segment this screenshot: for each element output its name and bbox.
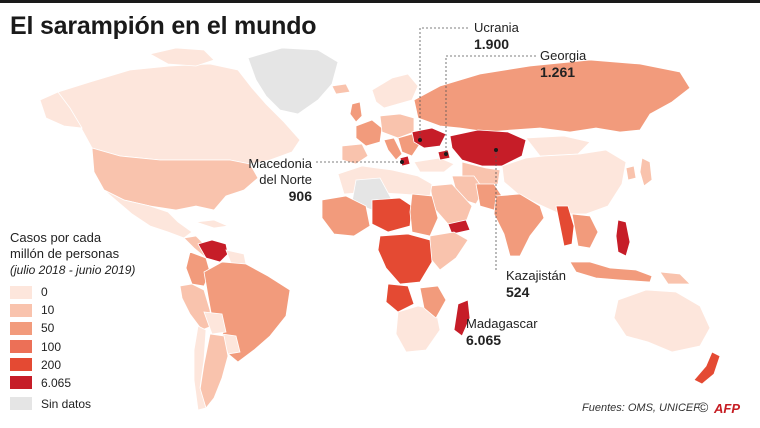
mexico (103, 189, 193, 239)
east-africa (429, 231, 469, 271)
legend-item: 100 (10, 339, 170, 355)
legend-label: 6.065 (41, 375, 72, 390)
legend-label: 10 (41, 303, 55, 318)
central-europe (379, 113, 415, 139)
legend-swatch (10, 321, 32, 335)
japan (639, 157, 653, 187)
callout-value: 906 (288, 188, 312, 204)
legend-item: 50 (10, 320, 170, 336)
callout-madagascar: Madagascar 6.065 (466, 316, 538, 348)
mongolia (525, 135, 591, 157)
callout-name: Ucrania (474, 20, 519, 35)
southern-africa (395, 305, 441, 353)
west-africa (321, 195, 371, 237)
niger-chad (371, 197, 413, 233)
legend-label: Sin datos (41, 396, 92, 411)
legend-label: 50 (41, 321, 55, 336)
colombia (185, 251, 211, 287)
georgia (437, 149, 451, 161)
callout-kazakhstan: Kazajistán 524 (506, 268, 566, 300)
arctic-islands (148, 47, 215, 67)
legend-item: 6.065 (10, 375, 170, 391)
legend-item: 0 (10, 284, 170, 300)
legend: Casos por cada millón de personas (julio… (10, 230, 170, 414)
angola (385, 283, 415, 313)
turkey (413, 157, 455, 173)
leader-georgia (445, 55, 536, 154)
legend-item: 200 (10, 357, 170, 373)
callout-name: Madagascar (466, 316, 538, 331)
callout-name-line2: del Norte (259, 172, 312, 187)
callout-name-line1: Macedonia (248, 156, 312, 171)
ukraine (411, 127, 447, 149)
legend-label: 200 (41, 357, 62, 372)
dot-ukraine (418, 138, 422, 142)
callout-value: 1.900 (474, 36, 510, 52)
greenland (247, 47, 339, 115)
chile (193, 325, 207, 411)
legend-title-line2: millón de personas (10, 246, 120, 261)
alaska (39, 91, 83, 129)
callout-georgia: Georgia 1.261 (540, 48, 586, 80)
callout-name: Georgia (540, 48, 587, 63)
legend-swatch (10, 358, 32, 372)
papua (659, 271, 691, 285)
central-africa (377, 233, 433, 285)
russia (413, 59, 691, 133)
france (355, 119, 383, 147)
leader-dots (400, 138, 498, 164)
legend-swatch (10, 376, 32, 390)
legend-swatch (10, 285, 32, 299)
legend-swatch (10, 340, 32, 354)
callout-value: 1.261 (540, 64, 576, 80)
legend-label: 100 (41, 339, 62, 354)
legend-rows: 0 10 50 100 200 6.065 Sin datos (10, 284, 170, 412)
legend-swatch (10, 303, 32, 317)
uk (349, 101, 363, 123)
legend-item-no-data: Sin datos (10, 396, 170, 412)
bolivia (203, 311, 227, 335)
callout-value: 524 (506, 284, 530, 300)
argentina (199, 333, 229, 409)
indonesia (569, 261, 653, 283)
callout-value: 6.065 (466, 332, 502, 348)
myanmar (555, 205, 575, 247)
dot-kazakhstan (494, 148, 498, 152)
madagascar (453, 299, 471, 337)
indochina (571, 213, 599, 249)
mozambique (419, 285, 447, 319)
india (493, 193, 545, 257)
italy (383, 137, 403, 161)
philippines (615, 219, 631, 257)
leader-lines (316, 27, 536, 270)
callout-name: Kazajistán (506, 268, 566, 283)
australia (613, 289, 711, 353)
legend-swatch (10, 397, 32, 411)
agency-logo: AFP (714, 401, 740, 416)
callout-ukraine: Ucrania 1.900 (474, 20, 519, 52)
kazakhstan (449, 129, 527, 167)
leader-ukraine (419, 27, 468, 140)
dot-north-macedonia (400, 160, 404, 164)
page-title: El sarampión en el mundo (10, 12, 317, 40)
legend-label: 0 (41, 285, 48, 299)
legend-item: 10 (10, 302, 170, 318)
legend-title-line1: Casos por cada (10, 230, 102, 245)
yemen (447, 219, 471, 235)
iceland (331, 83, 351, 95)
callout-north-macedonia: Macedonia del Norte 906 (230, 156, 312, 204)
korea (625, 165, 637, 181)
source-note: Fuentes: OMS, UNICEF (582, 402, 700, 414)
caribbean (195, 219, 230, 229)
iberia (341, 143, 369, 165)
copyright-symbol: © (698, 399, 709, 415)
new-zealand (693, 351, 721, 385)
dot-georgia (444, 152, 448, 156)
legend-subtitle: (julio 2018 - junio 2019) (10, 263, 136, 277)
scandinavia (371, 73, 419, 109)
top-rule (0, 0, 760, 3)
